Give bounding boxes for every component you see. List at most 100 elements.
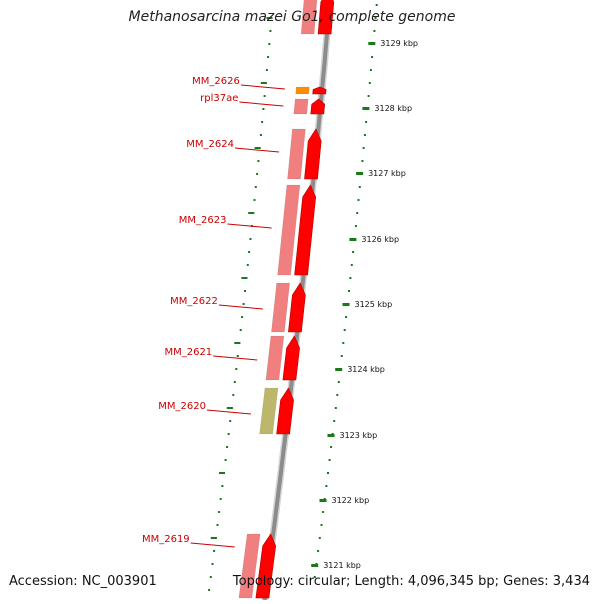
track-dot-left	[227, 433, 230, 435]
track-dot-right	[320, 524, 323, 526]
scale-label: 3124 kbp	[347, 365, 385, 374]
gene-feature[interactable]	[265, 335, 285, 381]
track-dot-left	[219, 498, 222, 500]
track-tick-left	[254, 147, 261, 149]
accession-label: Accession: NC_003901	[9, 574, 157, 589]
track-dot-right	[349, 277, 352, 279]
cds-feature[interactable]	[312, 86, 327, 95]
track-dot-left	[248, 251, 251, 253]
track-dot-right	[375, 4, 378, 6]
track-dot-left	[218, 511, 221, 513]
track-dot-left	[233, 381, 236, 383]
gene-label[interactable]: rpl37ae	[200, 93, 238, 104]
scale-tick	[335, 368, 343, 371]
gene-feature[interactable]	[238, 533, 261, 599]
gene-label[interactable]: MM_2619	[142, 534, 190, 545]
track-dot-right	[367, 95, 370, 97]
gene-label[interactable]: MM_2624	[186, 139, 234, 150]
track-dot-left	[241, 316, 244, 318]
track-dot-right	[352, 251, 355, 253]
track-tick-left	[226, 407, 233, 409]
track-dot-left	[213, 550, 216, 552]
track-dot-right	[342, 342, 345, 344]
scale-tick	[349, 238, 357, 241]
track-dot-right	[328, 459, 331, 461]
track-dot-right	[345, 316, 348, 318]
scale-tick	[327, 434, 335, 437]
cds-feature-partial[interactable]	[317, 0, 335, 35]
track-dot-right	[368, 82, 371, 84]
gene-label[interactable]: MM_2623	[179, 215, 227, 226]
scale-tick	[319, 499, 327, 502]
cds-feature[interactable]	[310, 98, 326, 115]
track-dot-left	[242, 303, 245, 305]
gene-feature[interactable]	[293, 98, 309, 115]
track-dot-right	[358, 186, 361, 188]
gene-feature-partial[interactable]	[300, 0, 318, 35]
gene-feature[interactable]	[259, 387, 279, 435]
track-dot-left	[265, 69, 268, 71]
track-dot-left	[229, 420, 232, 422]
cds-feature[interactable]	[255, 533, 277, 599]
track-dot-left	[263, 95, 266, 97]
track-dot-right	[356, 212, 359, 214]
track-dot-right	[318, 537, 321, 539]
track-dot-right	[317, 550, 320, 552]
scale-label: 3123 kbp	[340, 431, 378, 440]
cds-feature[interactable]	[304, 128, 322, 180]
gene-feature[interactable]	[295, 86, 310, 95]
scale-tick	[356, 172, 364, 175]
track-dot-left	[256, 173, 259, 175]
track-dot-right	[373, 30, 376, 32]
gene-leader-line	[190, 542, 235, 548]
track-dot-left	[262, 108, 265, 110]
cds-feature[interactable]	[282, 335, 300, 381]
track-tick-left	[248, 212, 255, 214]
track-dot-left	[216, 524, 219, 526]
track-dot-right	[336, 394, 339, 396]
track-dot-left	[235, 368, 238, 370]
track-dot-left	[254, 186, 257, 188]
scale-tick	[311, 564, 319, 567]
track-dot-right	[333, 420, 336, 422]
scale-tick	[342, 303, 350, 306]
gene-leader-line	[213, 355, 258, 361]
track-dot-right	[343, 329, 346, 331]
scale-label: 3128 kbp	[374, 104, 412, 113]
track-tick-left	[219, 472, 225, 474]
track-dot-right	[371, 56, 374, 58]
gene-feature[interactable]	[271, 282, 291, 333]
gene-label[interactable]: MM_2626	[192, 76, 240, 87]
track-dot-right	[363, 134, 366, 136]
gene-label[interactable]: MM_2622	[170, 296, 218, 307]
gene-feature[interactable]	[277, 184, 301, 276]
gene-leader-line	[227, 223, 272, 229]
track-dot-left	[239, 329, 242, 331]
gene-leader-line	[240, 84, 285, 90]
track-dot-right	[325, 485, 328, 487]
track-tick-left	[266, 17, 273, 19]
cds-feature[interactable]	[288, 282, 306, 333]
track-dot-left	[259, 134, 262, 136]
track-dot-right	[374, 17, 377, 19]
track-dot-right	[350, 264, 353, 266]
gene-label[interactable]: MM_2620	[158, 401, 206, 412]
track-dot-right	[327, 472, 329, 474]
track-dot-right	[357, 199, 360, 201]
track-dot-left	[269, 30, 272, 32]
gene-feature[interactable]	[287, 128, 306, 180]
track-dot-right	[354, 225, 357, 227]
track-dot-right	[361, 160, 364, 162]
cds-feature[interactable]	[276, 387, 294, 435]
gene-label[interactable]: MM_2621	[164, 347, 212, 358]
scale-label: 3126 kbp	[361, 235, 399, 244]
cds-feature[interactable]	[294, 184, 317, 276]
gene-leader-line	[234, 147, 280, 153]
track-dot-left	[236, 355, 239, 357]
track-dot-left	[244, 290, 246, 292]
track-dot-left	[268, 43, 271, 45]
scale-label: 3125 kbp	[355, 300, 393, 309]
track-dot-left	[221, 485, 224, 487]
